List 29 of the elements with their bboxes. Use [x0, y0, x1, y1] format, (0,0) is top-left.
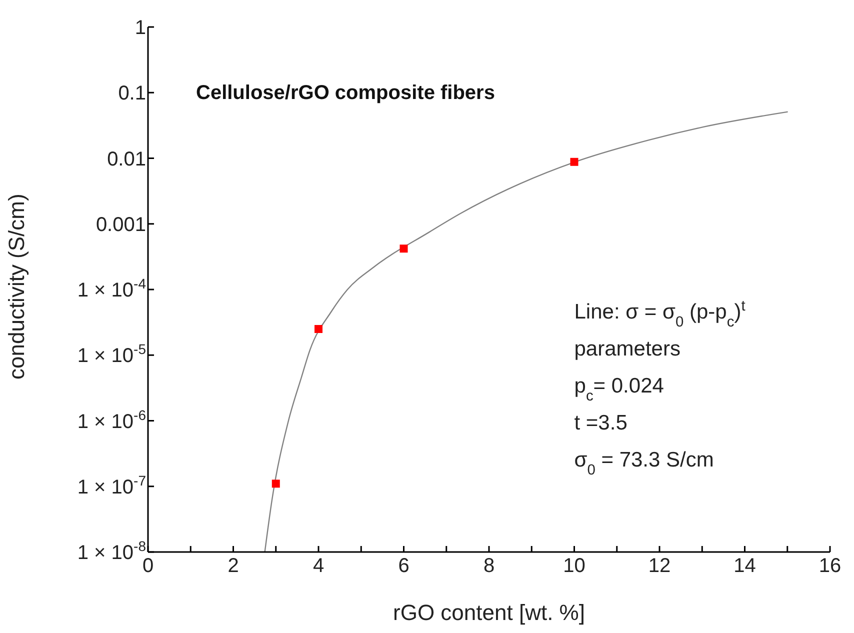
y-tick-label: 1 × 10$^{-4}$	[77, 276, 146, 302]
line-series	[264, 111, 788, 552]
annotation: σ$_{0}$ = 73.3 S/cm	[574, 448, 714, 478]
annotation: t =3.5	[574, 411, 628, 434]
x-tick-label: 2	[228, 555, 239, 577]
text: Cellulose/rGO composite fibers	[196, 82, 495, 104]
point	[570, 158, 578, 166]
x-axis-title: rGO content [wt. %]	[393, 600, 585, 625]
x-tick-label: 6	[398, 555, 410, 577]
x-tick-label: 14	[734, 555, 756, 577]
point	[272, 480, 280, 488]
y-tick-label: 1 × 10$^{-7}$	[77, 472, 146, 498]
x-tick-label: 10	[563, 555, 586, 577]
point	[314, 325, 322, 334]
y-tick-label: 1	[134, 17, 146, 39]
annotation: Line: σ = σ$_{0}$ (p-p$_{c}$)$^{t}$	[574, 298, 746, 330]
y-tick-label: 0.01	[107, 148, 146, 170]
annotation: parameters	[574, 337, 680, 360]
x-tick-label: 4	[312, 555, 324, 577]
annotation: p$_{c}$= 0.024	[574, 374, 664, 404]
y-tick-label: 0.001	[96, 214, 146, 236]
point	[400, 244, 408, 253]
y-tick-label: 1 × 10$^{-6}$	[77, 406, 146, 433]
x-tick-label: 16	[818, 555, 842, 577]
y-tick-label: 1 × 10$^{-5}$	[77, 341, 146, 368]
x-tick-label: 8	[483, 555, 495, 577]
x-tick-label: 12	[648, 555, 671, 577]
y-tick-label: 0.1	[118, 82, 146, 105]
y-axis-title: conductivity (S/cm)	[4, 194, 29, 380]
